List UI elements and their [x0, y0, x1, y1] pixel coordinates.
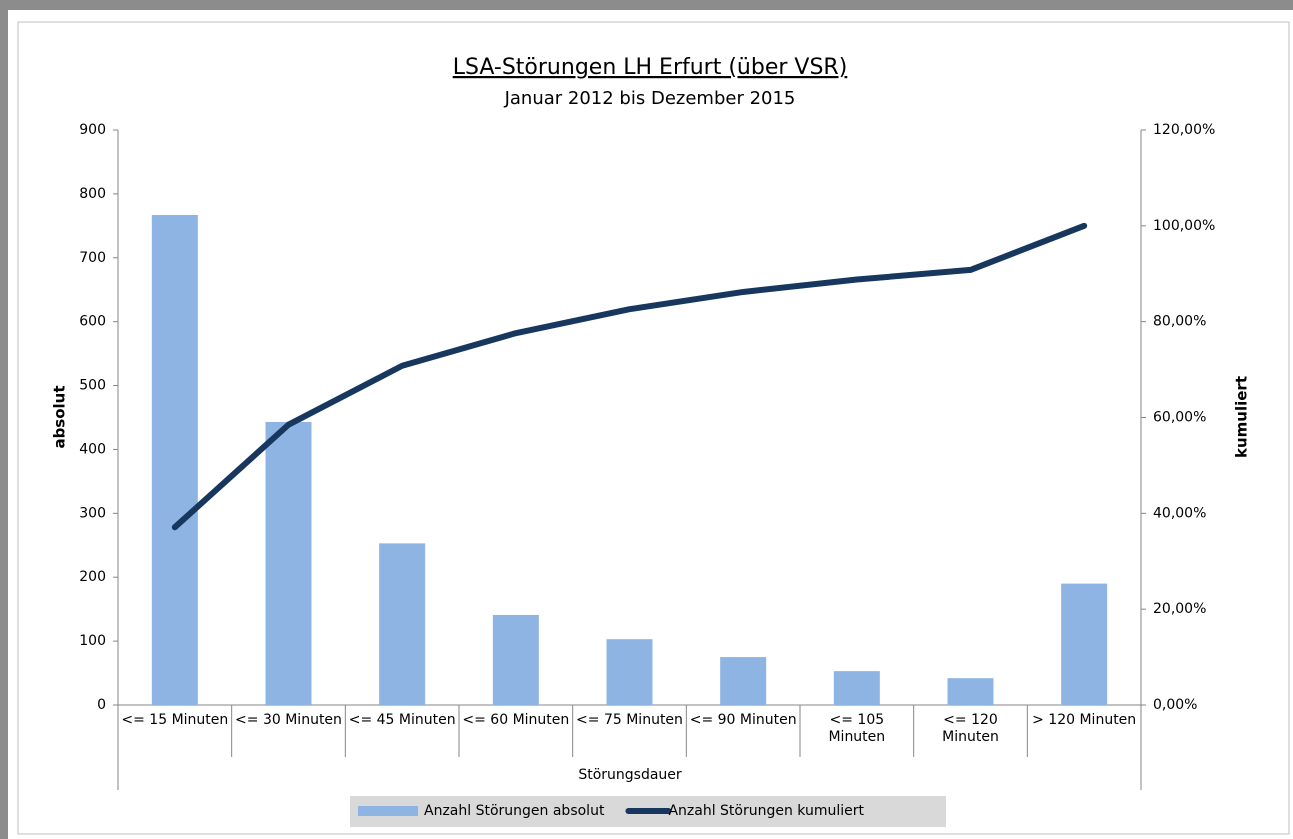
chart-title: LSA-Störungen LH Erfurt (über VSR): [453, 55, 848, 80]
line: [171, 222, 1088, 531]
y2-tick-label: 80,00%: [1153, 314, 1206, 330]
x-tick-label: <= 90 Minuten: [689, 712, 797, 728]
y-tick-label: 200: [79, 569, 106, 585]
bar: [151, 214, 198, 705]
x-tick-label: <= 75 Minuten: [576, 712, 683, 728]
bar: [1061, 583, 1108, 705]
bar: [265, 421, 312, 705]
x-tick-label: <= 30 Minuten: [235, 712, 342, 728]
y2-tick-label: 120,00%: [1153, 122, 1215, 138]
y-tick-label: 600: [79, 314, 106, 330]
y-tick-label: 500: [79, 378, 106, 394]
y-tick-label: 0: [97, 697, 106, 713]
legend-label: Anzahl Störungen kumuliert: [668, 803, 864, 819]
y2-tick-label: 40,00%: [1153, 505, 1206, 521]
y2-tick-label: 60,00%: [1153, 410, 1206, 426]
y-tick-label: 100: [79, 633, 106, 649]
x-tick-label: <= 120 Minuten: [942, 712, 999, 745]
y-tick-label: 700: [79, 250, 106, 266]
bar: [606, 639, 653, 705]
bar: [492, 614, 539, 705]
legend-label: Anzahl Störungen absolut: [424, 803, 605, 819]
y2-axis-label: kumuliert: [1233, 376, 1251, 458]
y-axis-label: absolut: [51, 385, 69, 448]
y-tick-label: 800: [79, 186, 106, 202]
chart-subtitle: Januar 2012 bis Dezember 2015: [504, 88, 796, 109]
y-tick-label: 400: [79, 441, 106, 457]
x-tick-label: <= 45 Minuten: [348, 712, 456, 728]
x-tick-label: > 120 Minuten: [1032, 712, 1137, 728]
y2-tick-label: 100,00%: [1153, 218, 1215, 234]
bar: [720, 657, 767, 705]
bar: [947, 678, 994, 705]
bar: [379, 543, 426, 705]
legend-swatch: [358, 806, 418, 816]
y-tick-label: 900: [79, 122, 106, 138]
y2-tick-label: 20,00%: [1153, 601, 1206, 617]
bar: [833, 671, 880, 705]
x-tick-label: <= 15 Minuten: [121, 712, 229, 728]
x-tick-label: <= 105 Minuten: [828, 712, 886, 745]
y-tick-label: 300: [79, 505, 106, 521]
y2-tick-label: 0,00%: [1153, 697, 1197, 713]
x-axis-label: Störungsdauer: [578, 767, 682, 783]
x-tick-label: <= 60 Minuten: [462, 712, 570, 728]
